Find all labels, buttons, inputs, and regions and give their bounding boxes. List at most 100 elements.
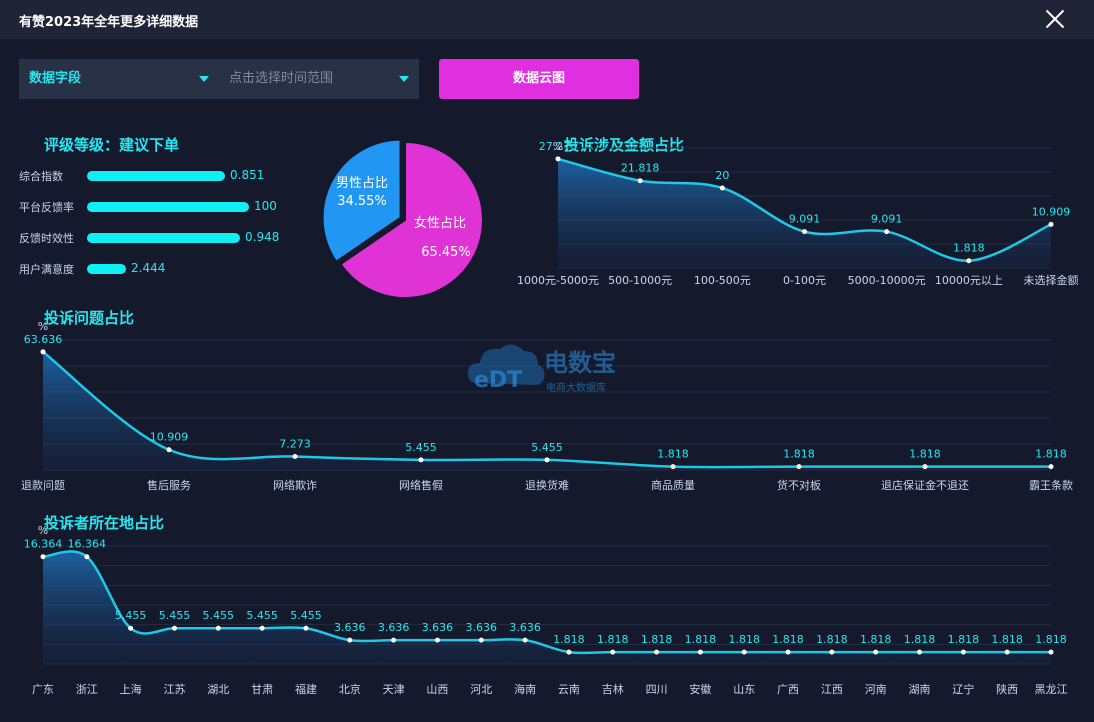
rating-value: 100	[254, 199, 277, 213]
data-label: 20	[715, 169, 729, 182]
data-point	[544, 457, 550, 463]
data-point	[1004, 649, 1010, 655]
category-label: 广东	[32, 683, 54, 696]
category-label: 货不对板	[777, 478, 821, 492]
data-label: 1.818	[641, 633, 673, 646]
rating-label: 用户满意度	[19, 263, 74, 276]
rating-bar	[87, 202, 249, 212]
category-label: 广西	[777, 683, 799, 696]
category-label: 吉林	[602, 682, 624, 696]
data-point	[654, 649, 660, 655]
data-label: 16.364	[68, 538, 107, 551]
field-select[interactable]: 数据字段	[29, 71, 82, 86]
data-point	[796, 464, 802, 470]
category-label: 上海	[120, 682, 142, 696]
data-label: 1.818	[597, 633, 629, 646]
category-label: 网络欺诈	[273, 478, 317, 492]
watermark-logo: eDT 电数宝 电商大数据库	[468, 344, 616, 394]
watermark-sub: 电商大数据库	[546, 381, 606, 394]
category-label: 退换货难	[525, 478, 569, 492]
data-label: 1.818	[657, 448, 689, 461]
category-label: 山东	[733, 683, 755, 696]
data-point	[917, 649, 923, 655]
category-label: 四川	[646, 683, 668, 696]
data-label: 5.455	[115, 609, 147, 622]
issue-chart-title: 投诉问题占比	[44, 309, 135, 327]
data-point	[166, 447, 172, 453]
data-label: 1.818	[904, 633, 936, 646]
category-label: 福建	[295, 682, 317, 696]
category-label: 海南	[514, 682, 536, 696]
data-label: 10.909	[1032, 205, 1071, 218]
data-point	[292, 453, 298, 459]
data-label: 1.818	[685, 633, 717, 646]
rating-bar	[87, 264, 126, 274]
rating-label: 综合指数	[19, 170, 63, 183]
area-fill	[558, 158, 1051, 268]
category-label: 河北	[470, 683, 492, 696]
category-label: 商品质量	[651, 478, 695, 492]
data-point	[960, 649, 966, 655]
data-point	[922, 464, 928, 470]
category-label: 售后服务	[147, 478, 191, 492]
data-point	[873, 649, 879, 655]
data-point	[215, 625, 221, 631]
category-label: 霸王条款	[1029, 478, 1073, 492]
issue-chart: 63.636 退款问题 10.909 售后服务 7.273 网络欺诈 5.455 网络售假 5.…	[21, 320, 1073, 492]
category-label: 浙江	[76, 683, 98, 696]
amount-chart: 27.273 1000元-5000元 21.818 500-1000元 20 100-50…	[517, 140, 1078, 287]
data-label: 27.273	[539, 140, 578, 153]
amount-chart-title: 投诉涉及金额占比	[564, 136, 685, 154]
data-cloud-button[interactable]: 数据云图	[439, 59, 639, 99]
data-label: 5.455	[203, 609, 235, 622]
category-label: 网络售假	[399, 478, 443, 492]
rating-bar	[87, 171, 225, 181]
data-point	[555, 156, 561, 162]
data-label: 5.455	[159, 609, 191, 622]
data-label: 1.818	[860, 633, 892, 646]
region-chart: 16.364 广东 16.364 浙江 5.455 上海 5.455 江苏 5.455 湖北 5.4…	[24, 524, 1068, 696]
category-label: 0-100元	[783, 274, 826, 287]
rating-value: 2.444	[131, 261, 166, 275]
rating-value: 0.948	[245, 230, 280, 244]
chevron-down-icon[interactable]	[199, 76, 209, 82]
data-label: 3.636	[466, 621, 498, 634]
category-label: 湖南	[909, 683, 931, 696]
filter-bar: 数据字段 点击选择时间范围	[19, 59, 419, 99]
data-point	[478, 637, 484, 643]
data-label: 1.818	[816, 633, 848, 646]
category-label: 500-1000元	[608, 274, 672, 287]
rating-row: 用户满意度 2.444	[0, 261, 320, 277]
data-point	[40, 554, 46, 560]
rating-label: 平台反馈率	[19, 201, 74, 214]
time-range-picker[interactable]: 点击选择时间范围	[229, 71, 334, 86]
gender-pie-chart: 男性占比 34.55% 女性占比 65.45%	[321, 138, 484, 299]
data-label: 3.636	[509, 621, 541, 634]
pie-slice-name: 男性占比	[336, 176, 388, 191]
category-label: 河南	[865, 683, 887, 696]
data-label: 9.091	[871, 213, 903, 226]
data-point	[418, 457, 424, 463]
data-point	[637, 178, 643, 184]
data-point	[1048, 649, 1054, 655]
data-point	[566, 649, 572, 655]
data-point	[84, 554, 90, 560]
area-fill	[43, 351, 1051, 470]
area-fill	[43, 551, 1051, 664]
category-label: 黑龙江	[1035, 683, 1068, 696]
close-icon[interactable]	[1044, 8, 1066, 30]
category-label: 辽宁	[952, 682, 974, 696]
data-label: 1.818	[728, 633, 760, 646]
data-label: 63.636	[24, 333, 63, 346]
data-point	[128, 625, 134, 631]
data-point	[1048, 221, 1054, 227]
unit-label: %	[553, 140, 563, 153]
title-bar: 有赞2023年全年更多详细数据	[0, 0, 1094, 39]
data-point	[1048, 464, 1054, 470]
category-label: 陕西	[996, 682, 1018, 696]
category-label: 甘肃	[251, 683, 273, 696]
chevron-down-icon[interactable]	[399, 76, 409, 82]
category-label: 退店保证金不退还	[881, 478, 969, 492]
category-label: 安徽	[689, 682, 711, 696]
data-point	[966, 258, 972, 264]
